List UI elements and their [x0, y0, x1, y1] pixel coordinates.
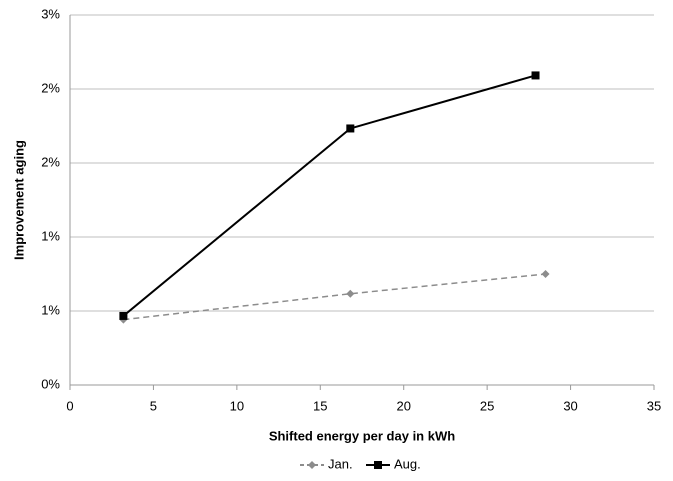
x-axis-title: Shifted energy per day in kWh — [269, 428, 455, 443]
legend-marker — [374, 461, 382, 469]
series-line — [123, 273, 546, 321]
x-tick-label: 35 — [647, 398, 661, 413]
y-tick-label: 0% — [41, 376, 60, 391]
x-tick-label: 15 — [313, 398, 327, 413]
y-tick-label: 1% — [41, 302, 60, 317]
data-point — [119, 311, 128, 320]
y-tick-label: 2% — [41, 80, 60, 95]
data-point — [541, 270, 550, 278]
x-tick-label: 5 — [150, 398, 157, 413]
x-tick-label: 0 — [66, 398, 73, 413]
legend-label: Jan. — [328, 456, 353, 471]
x-tick-label: 20 — [396, 398, 410, 413]
data-point — [346, 289, 355, 298]
x-tick-label: 25 — [480, 398, 494, 413]
legend-label: Aug. — [394, 456, 421, 471]
y-tick-label: 1% — [41, 228, 60, 243]
y-tick-label: 2% — [41, 154, 60, 169]
series-line — [122, 74, 536, 317]
data-point — [531, 71, 540, 80]
x-tick-label: 30 — [563, 398, 577, 413]
y-tick-label: 3% — [41, 6, 60, 21]
legend-marker — [308, 461, 316, 469]
x-tick-label: 10 — [230, 398, 244, 413]
data-point — [346, 124, 355, 133]
y-axis-title: Improvement aging — [11, 140, 26, 260]
